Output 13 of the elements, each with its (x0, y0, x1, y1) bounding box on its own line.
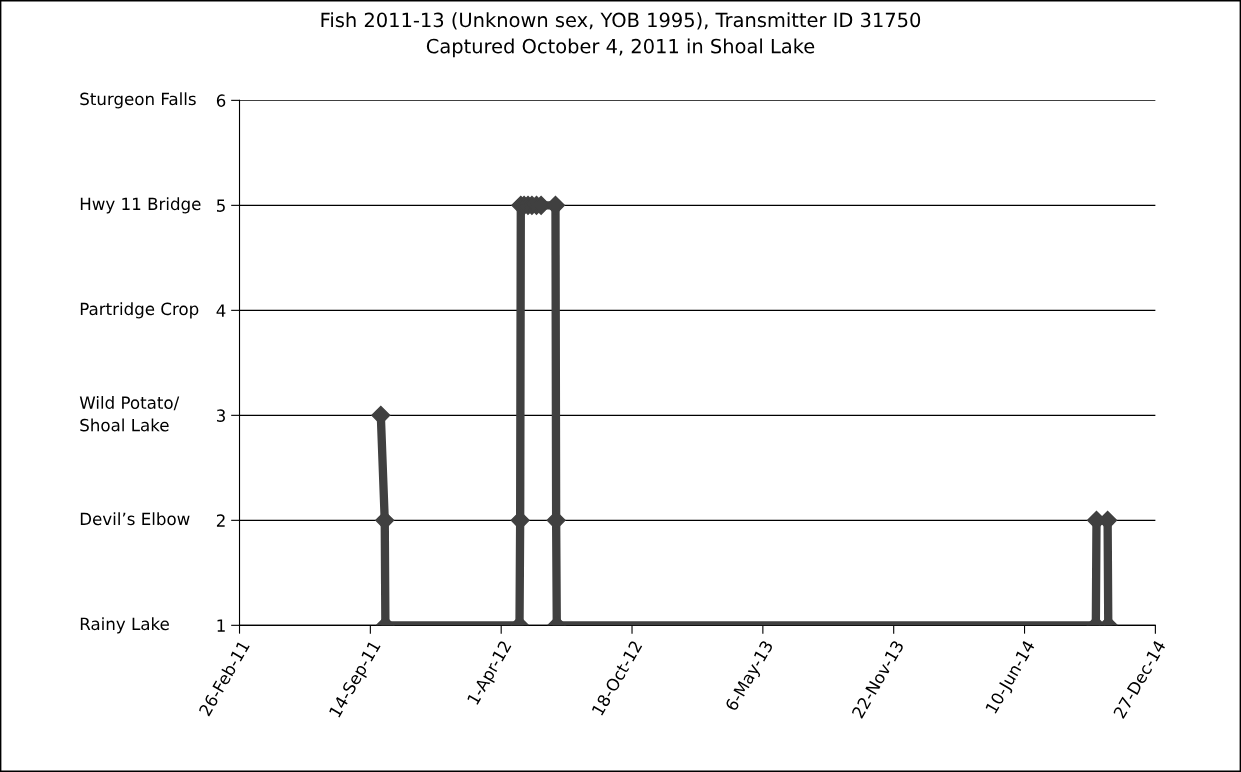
text: Hwy 11 Bridge (80, 197, 201, 214)
y-tick-label: 6 (216, 94, 226, 107)
y-tick-label: 2 (216, 514, 225, 527)
text: Partridge Crop (80, 302, 199, 319)
y-tick-label: 4 (216, 304, 226, 317)
text: Wild Potato/ Shoal Lake (79, 396, 180, 432)
text: Rainy Lake (80, 617, 169, 634)
text: Devil’s Elbow (80, 512, 190, 526)
chart-title: Fish 2011-13 (Unknown sex, YOB 1995), Transmitter ID 31750 Captured October 4, 2011 in Shoal Lake (321, 12, 921, 58)
y-tick-label: 1 (217, 619, 225, 632)
text: Sturgeon Falls (80, 92, 196, 109)
y-tick-label: 3 (216, 409, 225, 422)
y-tick-label: 5 (217, 199, 225, 212)
